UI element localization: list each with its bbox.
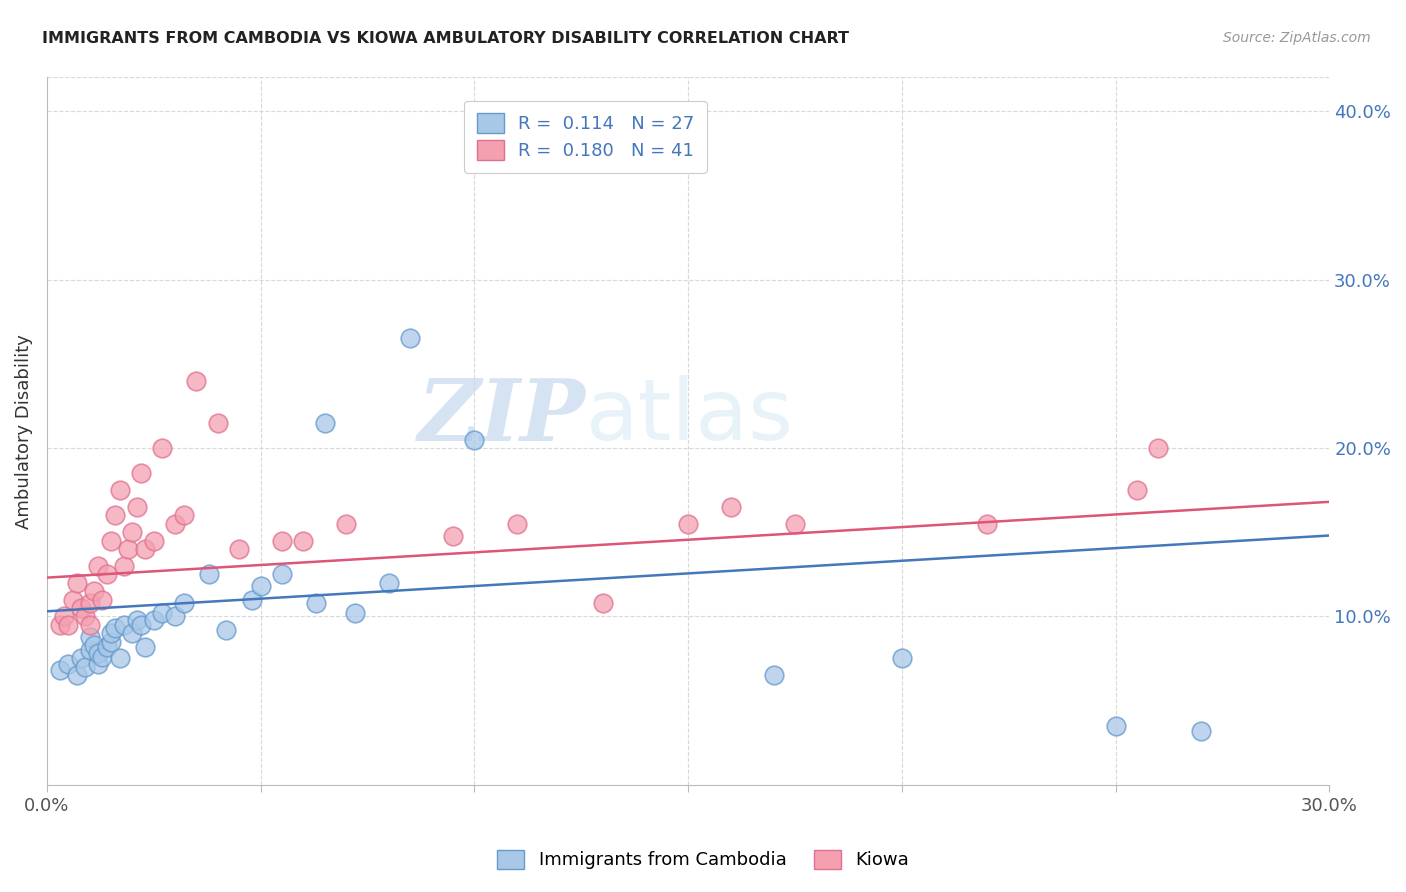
Point bbox=[104, 621, 127, 635]
Legend: Immigrants from Cambodia, Kiowa: Immigrants from Cambodia, Kiowa bbox=[488, 840, 918, 879]
Point bbox=[215, 623, 238, 637]
Point bbox=[79, 596, 101, 610]
Point bbox=[112, 617, 135, 632]
Point bbox=[108, 483, 131, 497]
Point bbox=[150, 606, 173, 620]
Point bbox=[48, 663, 70, 677]
Text: Source: ZipAtlas.com: Source: ZipAtlas.com bbox=[1223, 31, 1371, 45]
Text: atlas: atlas bbox=[585, 376, 793, 458]
Point bbox=[125, 613, 148, 627]
Point bbox=[79, 643, 101, 657]
Point bbox=[592, 596, 614, 610]
Point bbox=[129, 617, 152, 632]
Point bbox=[240, 592, 263, 607]
Point bbox=[75, 660, 97, 674]
Point bbox=[314, 416, 336, 430]
Point bbox=[100, 634, 122, 648]
Point bbox=[58, 617, 80, 632]
Point bbox=[125, 500, 148, 514]
Point bbox=[720, 500, 742, 514]
Point bbox=[343, 606, 366, 620]
Point bbox=[112, 558, 135, 573]
Point bbox=[100, 626, 122, 640]
Point bbox=[53, 609, 76, 624]
Point bbox=[48, 617, 70, 632]
Point bbox=[1126, 483, 1149, 497]
Point bbox=[165, 609, 187, 624]
Point bbox=[104, 508, 127, 523]
Point bbox=[506, 516, 529, 531]
Text: ZIP: ZIP bbox=[418, 376, 585, 458]
Point bbox=[1189, 723, 1212, 738]
Point bbox=[142, 533, 165, 548]
Point bbox=[134, 541, 156, 556]
Point bbox=[292, 533, 315, 548]
Point bbox=[79, 617, 101, 632]
Point bbox=[976, 516, 998, 531]
Point bbox=[173, 596, 195, 610]
Legend: R =  0.114   N = 27, R =  0.180   N = 41: R = 0.114 N = 27, R = 0.180 N = 41 bbox=[464, 101, 707, 173]
Point bbox=[1147, 441, 1170, 455]
Point bbox=[117, 541, 139, 556]
Point bbox=[150, 441, 173, 455]
Point bbox=[79, 630, 101, 644]
Point bbox=[87, 657, 110, 671]
Point bbox=[441, 528, 464, 542]
Point bbox=[335, 516, 357, 531]
Point bbox=[890, 651, 912, 665]
Point bbox=[249, 579, 271, 593]
Point bbox=[58, 657, 80, 671]
Point bbox=[634, 137, 657, 152]
Point bbox=[108, 651, 131, 665]
Point bbox=[87, 558, 110, 573]
Point bbox=[762, 668, 785, 682]
Point bbox=[91, 649, 114, 664]
Point bbox=[121, 525, 143, 540]
Point bbox=[70, 651, 93, 665]
Point bbox=[75, 609, 97, 624]
Point bbox=[198, 567, 221, 582]
Point bbox=[134, 640, 156, 654]
Point bbox=[463, 433, 485, 447]
Point bbox=[271, 567, 294, 582]
Point bbox=[100, 533, 122, 548]
Point bbox=[91, 592, 114, 607]
Point bbox=[83, 638, 105, 652]
Point bbox=[121, 626, 143, 640]
Point bbox=[271, 533, 294, 548]
Point bbox=[87, 647, 110, 661]
Point bbox=[676, 516, 699, 531]
Y-axis label: Ambulatory Disability: Ambulatory Disability bbox=[15, 334, 32, 529]
Point bbox=[173, 508, 195, 523]
Point bbox=[378, 575, 401, 590]
Point bbox=[66, 575, 89, 590]
Point bbox=[399, 331, 422, 345]
Point bbox=[66, 668, 89, 682]
Point bbox=[783, 516, 806, 531]
Point bbox=[207, 416, 229, 430]
Point bbox=[96, 640, 118, 654]
Point bbox=[1104, 719, 1126, 733]
Point bbox=[83, 584, 105, 599]
Point bbox=[62, 592, 84, 607]
Point bbox=[142, 613, 165, 627]
Point bbox=[186, 374, 208, 388]
Point bbox=[129, 466, 152, 480]
Point bbox=[305, 596, 328, 610]
Point bbox=[70, 601, 93, 615]
Text: IMMIGRANTS FROM CAMBODIA VS KIOWA AMBULATORY DISABILITY CORRELATION CHART: IMMIGRANTS FROM CAMBODIA VS KIOWA AMBULA… bbox=[42, 31, 849, 46]
Point bbox=[96, 567, 118, 582]
Point bbox=[228, 541, 250, 556]
Point bbox=[165, 516, 187, 531]
